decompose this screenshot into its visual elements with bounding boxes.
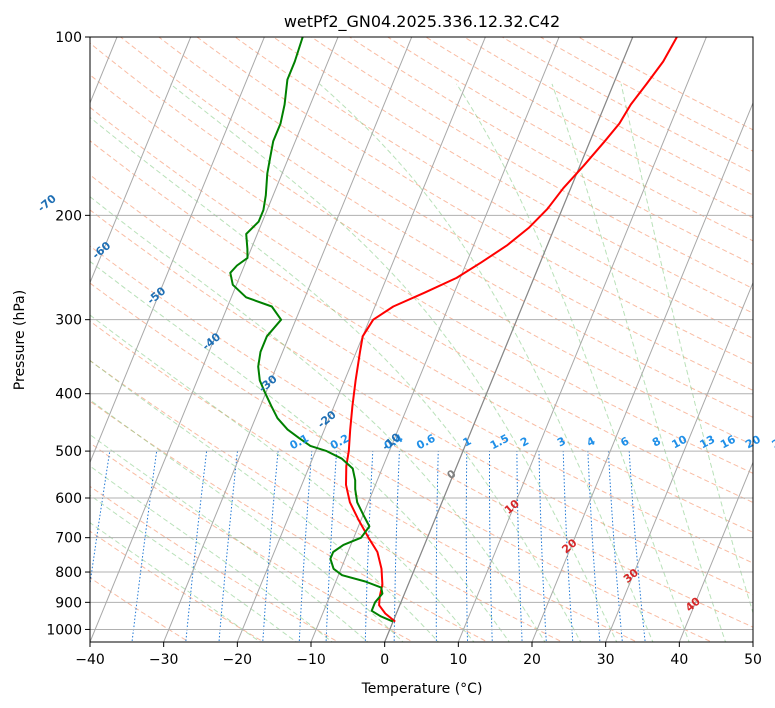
dry-adiabat bbox=[310, 37, 753, 290]
x-tick-label: 10 bbox=[449, 652, 467, 668]
y-tick-label: 700 bbox=[55, 531, 82, 547]
isotherm-line bbox=[457, 37, 707, 642]
profile-series bbox=[229, 37, 678, 623]
dry-adiabat bbox=[90, 106, 753, 504]
y-tick-label: 900 bbox=[55, 595, 82, 611]
temperature-line bbox=[345, 37, 678, 623]
x-tick-label: 40 bbox=[670, 652, 688, 668]
moist-adiabat bbox=[620, 83, 753, 615]
isotherm-line bbox=[678, 461, 753, 642]
x-tick-label: −40 bbox=[75, 652, 105, 668]
moist-adiabat bbox=[90, 465, 333, 642]
isotherms bbox=[90, 37, 753, 642]
plot-frame bbox=[89, 36, 754, 643]
dry-adiabat bbox=[90, 245, 753, 628]
mixing-ratio-label: 13 bbox=[698, 433, 718, 452]
x-tick-label: −10 bbox=[296, 652, 326, 668]
x-tick-label: 30 bbox=[597, 652, 615, 668]
x-tick-label: 0 bbox=[380, 652, 389, 668]
y-tick-label: 800 bbox=[55, 565, 82, 581]
chart-title: wetPf2_GN04.2025.336.12.32.C42 bbox=[284, 12, 560, 32]
x-tick-label: 20 bbox=[523, 652, 541, 668]
dry-adiabat bbox=[90, 74, 753, 474]
y-tick-label: 500 bbox=[55, 444, 82, 460]
moist-adiabat bbox=[90, 314, 475, 642]
y-axis-label: Pressure (hPa) bbox=[12, 290, 28, 390]
moist-adiabat bbox=[90, 434, 369, 642]
y-tick-label: 300 bbox=[55, 313, 82, 329]
dry-adiabat bbox=[90, 42, 753, 446]
moist-adiabat bbox=[90, 260, 510, 642]
moist-adiabat bbox=[319, 83, 654, 642]
mixing-ratio-line bbox=[90, 451, 111, 588]
moist-adiabat bbox=[90, 399, 404, 642]
x-axis-label: Temperature (°C) bbox=[361, 681, 483, 697]
isotherm-line bbox=[90, 37, 265, 464]
y-axis: 100 200 300 400 500 600 700 800 900 1000 bbox=[46, 30, 90, 638]
mixing-ratio-label: 16 bbox=[718, 433, 738, 452]
x-tick-label: 50 bbox=[744, 652, 762, 668]
y-tick-label: 1000 bbox=[46, 622, 82, 638]
dry-adiabat bbox=[90, 174, 753, 564]
x-tick-label: −20 bbox=[223, 652, 253, 668]
dry-adiabats bbox=[90, 37, 753, 642]
moist-adiabat bbox=[90, 196, 546, 642]
mixing-ratio-lines bbox=[90, 451, 646, 642]
isotherm-line bbox=[90, 37, 339, 642]
y-tick-label: 100 bbox=[55, 30, 82, 46]
isotherm-line bbox=[90, 37, 192, 284]
dry-adiabat bbox=[90, 140, 753, 533]
dry-adiabat bbox=[90, 209, 753, 596]
moist-adiabat bbox=[90, 116, 582, 642]
dry-adiabat bbox=[272, 37, 753, 314]
isotherm-label: -80 bbox=[0, 148, 4, 171]
zero-isotherm bbox=[384, 37, 634, 642]
moist-adiabat bbox=[169, 83, 618, 642]
moist-adiabat bbox=[551, 83, 727, 642]
x-tick-label: −30 bbox=[149, 652, 179, 668]
mixing-ratio-label: 25 bbox=[770, 433, 775, 452]
y-tick-label: 400 bbox=[55, 387, 82, 403]
dewpoint-line bbox=[229, 37, 394, 623]
x-axis: −40 −30 −20 −10 0 10 20 30 40 50 bbox=[75, 642, 762, 668]
dry-adiabat bbox=[196, 37, 753, 365]
moist-adiabat bbox=[456, 83, 690, 642]
dry-adiabat bbox=[234, 37, 753, 339]
y-tick-label: 600 bbox=[55, 491, 82, 507]
isotherm-line bbox=[605, 281, 753, 642]
moist-adiabats bbox=[90, 83, 753, 642]
isotherm-line bbox=[531, 101, 753, 642]
isobars bbox=[90, 37, 753, 630]
mixing-ratio-label: 10 bbox=[670, 433, 690, 452]
dry-adiabat bbox=[90, 442, 414, 642]
isotherm-line bbox=[163, 37, 413, 642]
y-tick-label: 200 bbox=[55, 208, 82, 224]
